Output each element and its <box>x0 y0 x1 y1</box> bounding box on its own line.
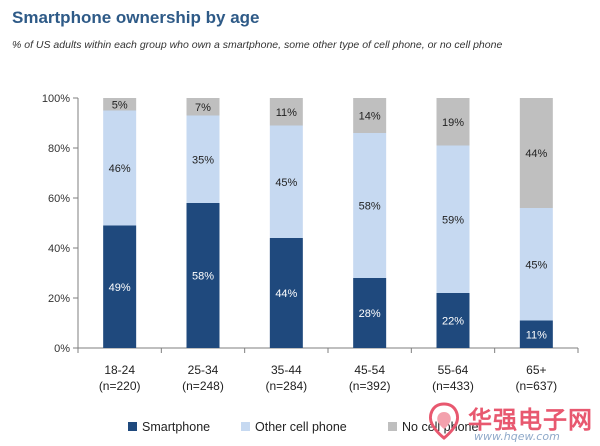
watermark-icon <box>429 402 459 440</box>
data-label: 58% <box>359 201 381 213</box>
bar-segment <box>436 98 470 146</box>
x-tick-label: 25-34 <box>188 363 219 377</box>
watermark-url: www.hqew.com <box>474 430 560 443</box>
data-label: 45% <box>275 177 297 189</box>
bar-segment <box>519 208 553 321</box>
data-label: 11% <box>276 107 297 119</box>
data-label: 59% <box>442 214 464 226</box>
data-label: 44% <box>525 148 547 160</box>
bar-segment <box>436 293 470 348</box>
bar-segment <box>353 98 387 133</box>
data-label: 19% <box>442 117 464 129</box>
x-tick-label: (n=248) <box>182 379 224 393</box>
data-label: 58% <box>192 271 214 283</box>
bar-segment <box>353 278 387 348</box>
bar-segment <box>519 320 553 348</box>
x-tick-label: (n=392) <box>349 379 391 393</box>
x-tick-label: 35-44 <box>271 363 302 377</box>
bar-segment <box>103 98 137 111</box>
watermark-logo: 华强电子网 www.hqew.com <box>422 398 600 446</box>
data-label: 45% <box>525 259 547 271</box>
x-tick-label: (n=433) <box>432 379 474 393</box>
y-tick-label: 100% <box>42 93 70 105</box>
x-tick-label: 55-64 <box>438 363 469 377</box>
data-label: 28% <box>359 308 381 320</box>
legend-label: Smartphone <box>142 420 210 434</box>
data-label: 11% <box>526 329 547 341</box>
bar-segment <box>269 98 303 126</box>
data-label: 14% <box>359 111 381 123</box>
y-tick-label: 60% <box>48 193 70 205</box>
legend-label: No cell phone <box>402 420 478 434</box>
legend-swatch <box>128 422 137 431</box>
data-label: 46% <box>109 163 131 175</box>
x-tick-label: (n=284) <box>265 379 307 393</box>
x-tick-label: 65+ <box>526 363 546 377</box>
y-tick-label: 80% <box>48 143 70 155</box>
bar-segment <box>269 125 303 238</box>
y-tick-label: 0% <box>54 343 70 355</box>
data-label: 49% <box>109 282 131 294</box>
legend-swatch <box>388 422 397 431</box>
bar-segment <box>269 238 303 348</box>
legend-label: Other cell phone <box>255 420 347 434</box>
bar-segment <box>186 203 220 348</box>
data-label: 44% <box>275 288 297 300</box>
chart-title: Smartphone ownership by age <box>12 8 260 27</box>
data-label: 35% <box>192 154 214 166</box>
bar-segment <box>436 145 470 293</box>
bar-segment <box>353 133 387 278</box>
data-label: 5% <box>112 99 128 111</box>
x-tick-label: 18-24 <box>104 363 135 377</box>
bar-segment <box>186 98 220 116</box>
bar-segment <box>519 98 553 208</box>
legend-swatch <box>241 422 250 431</box>
x-tick-label: 45-54 <box>354 363 385 377</box>
y-tick-label: 20% <box>48 293 70 305</box>
data-label: 22% <box>442 316 464 328</box>
watermark-text: 华强电子网 <box>468 406 593 434</box>
y-tick-label: 40% <box>48 243 70 255</box>
chart-subtitle: % of US adults within each group who own… <box>12 39 503 51</box>
bar-segment <box>103 110 137 226</box>
bar-segment <box>186 115 220 203</box>
x-tick-label: (n=220) <box>99 379 141 393</box>
x-tick-label: (n=637) <box>515 379 557 393</box>
bar-segment <box>103 225 137 348</box>
data-label: 7% <box>195 102 211 114</box>
